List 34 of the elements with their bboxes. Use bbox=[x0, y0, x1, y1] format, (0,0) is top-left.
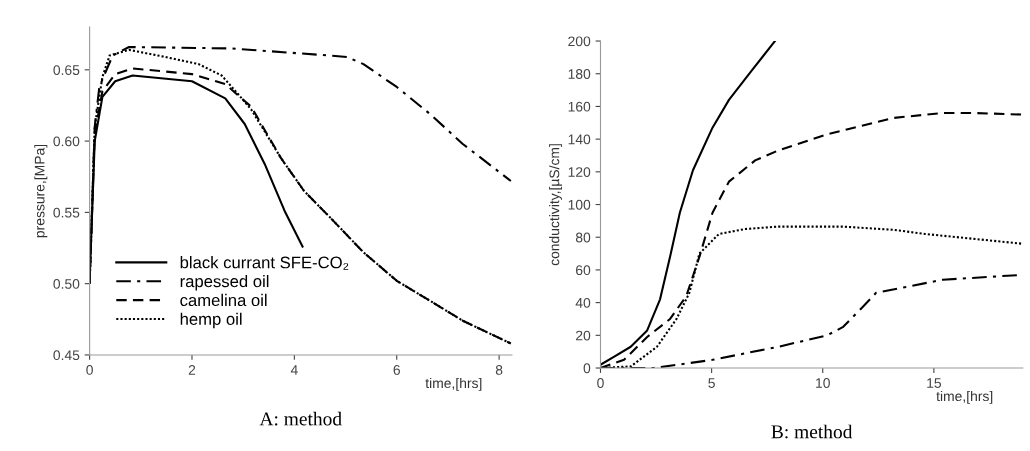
y-tick-label: 140 bbox=[568, 134, 591, 145]
y-axis-title: conductivity,[µS/cm] bbox=[549, 144, 563, 266]
y-tick-label: 100 bbox=[568, 199, 591, 210]
x-tick-label: 4 bbox=[290, 365, 298, 375]
text: A: method bbox=[259, 411, 342, 426]
legend-label: rapessed oil bbox=[180, 274, 269, 291]
x-tick-label: 15 bbox=[927, 378, 942, 388]
y-tick-label: 0.50 bbox=[53, 278, 80, 289]
y-tick-label: 120 bbox=[568, 167, 591, 177]
y-tick-label: 0.65 bbox=[53, 65, 80, 75]
x-tick-label: 0 bbox=[597, 378, 604, 388]
x-axis-title: time,[hrs] bbox=[425, 377, 482, 391]
y-tick-label: 200 bbox=[568, 36, 591, 47]
x-tick-label: 5 bbox=[708, 378, 715, 388]
x-tick-label: 10 bbox=[816, 378, 830, 388]
x-axis-title: time,[hrs] bbox=[936, 390, 993, 404]
y-axis-title: pressure,[MPa] bbox=[34, 144, 48, 238]
legend-label: black currant SFE-CO₂ bbox=[180, 256, 349, 270]
y-tick-label: 160 bbox=[568, 101, 591, 112]
y-tick-label: 60 bbox=[576, 265, 591, 276]
y-tick-label: 0.55 bbox=[53, 207, 80, 218]
legend-label: hemp oil bbox=[180, 312, 242, 329]
x-tick-label: 8 bbox=[495, 365, 503, 375]
y-tick-label: 20 bbox=[576, 330, 591, 341]
y-tick-label: 0.45 bbox=[53, 350, 80, 361]
y-tick-label: 80 bbox=[575, 232, 591, 243]
x-tick-label: 2 bbox=[188, 365, 196, 375]
x-tick-label: 6 bbox=[393, 365, 400, 375]
text: B: method bbox=[771, 424, 853, 439]
y-tick-label: 180 bbox=[568, 69, 591, 79]
x-tick-label: 0 bbox=[86, 365, 93, 375]
y-tick-label: 40 bbox=[575, 297, 591, 308]
legend-label: camelina oil bbox=[180, 293, 267, 307]
y-tick-label: 0.60 bbox=[53, 136, 80, 147]
